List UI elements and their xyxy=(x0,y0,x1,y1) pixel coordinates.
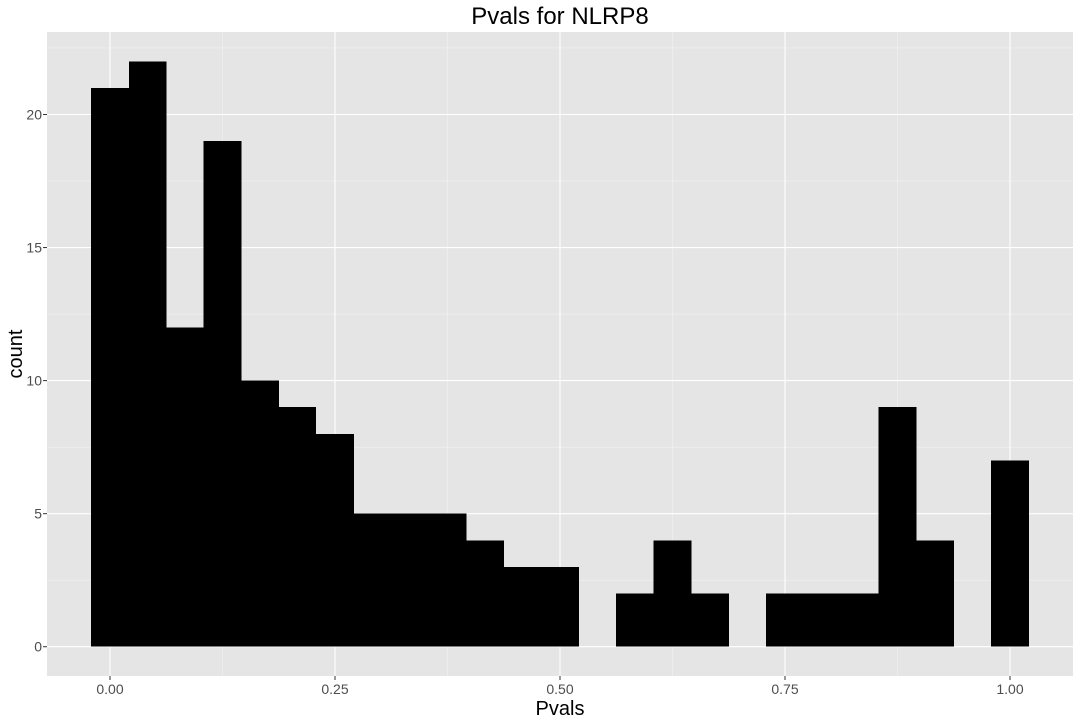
y-tick-label: 0 xyxy=(34,639,42,655)
histogram-bar xyxy=(541,566,579,647)
histogram-bar xyxy=(803,593,842,647)
histogram-bar xyxy=(466,540,504,647)
x-tick-label: 0.75 xyxy=(771,681,798,697)
x-tick-label: 1.00 xyxy=(996,681,1023,697)
histogram-bar xyxy=(616,593,654,647)
x-tick-label: 0.00 xyxy=(96,681,123,697)
y-axis-ticks: 0 5 10 15 20 xyxy=(26,106,47,655)
x-axis-ticks: 0.00 0.25 0.50 0.75 1.00 xyxy=(96,676,1024,697)
histogram-bar xyxy=(991,460,1029,647)
histogram-bar xyxy=(241,380,279,647)
histogram-bar xyxy=(503,566,542,647)
histogram-bar xyxy=(128,61,167,647)
histogram-bar xyxy=(916,540,954,647)
histogram-bar xyxy=(91,87,129,647)
histogram-bar xyxy=(316,433,354,647)
y-tick-label: 15 xyxy=(26,240,42,256)
y-tick-label: 10 xyxy=(26,373,42,389)
chart-title: Pvals for NLRP8 xyxy=(471,3,648,30)
histogram-bar xyxy=(391,513,429,647)
y-tick-label: 20 xyxy=(26,106,42,122)
histogram-bar xyxy=(766,593,804,647)
histogram-bar xyxy=(653,540,692,647)
y-tick-label: 5 xyxy=(34,506,42,522)
histogram-bar xyxy=(353,513,392,647)
histogram-bar xyxy=(166,327,204,647)
x-tick-label: 0.25 xyxy=(321,681,348,697)
histogram-bar xyxy=(691,593,729,647)
y-axis-title: count xyxy=(5,329,27,378)
histogram-bar xyxy=(841,593,879,647)
histogram-bar xyxy=(278,407,317,647)
histogram-bar xyxy=(428,513,467,647)
histogram-bar xyxy=(203,141,242,647)
histogram-bar xyxy=(878,407,917,647)
x-tick-label: 0.50 xyxy=(546,681,573,697)
x-axis-title: Pvals xyxy=(536,698,585,720)
bars xyxy=(91,61,1029,647)
